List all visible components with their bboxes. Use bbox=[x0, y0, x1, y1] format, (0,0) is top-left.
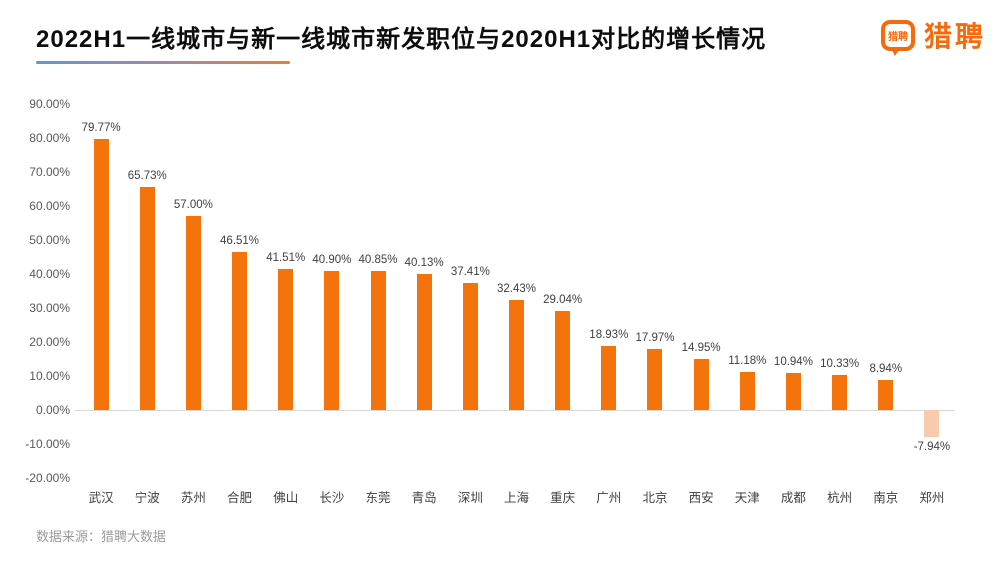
x-tick-label: 青岛 bbox=[411, 491, 437, 505]
y-tick-label: 90.00% bbox=[29, 97, 70, 111]
y-tick-label: 80.00% bbox=[29, 131, 70, 145]
logo-bubble-text: 猎聘 bbox=[887, 31, 908, 43]
bar-杭州 bbox=[832, 374, 848, 410]
y-tick-label: 10.00% bbox=[29, 369, 70, 383]
bar-重庆 bbox=[555, 311, 571, 410]
bar-西安 bbox=[693, 359, 709, 410]
plot-area: 79.77% 65.73% 57.00% 46.51% 41.51% 40.90% 40.8… bbox=[75, 104, 955, 478]
y-tick-label: 40.00% bbox=[29, 267, 70, 281]
zero-axis-line bbox=[75, 410, 955, 411]
bar-value-label: 41.51% bbox=[266, 251, 306, 264]
data-source: 数据来源：猎聘大数据 bbox=[36, 529, 167, 544]
y-tick-label: 70.00% bbox=[29, 165, 70, 179]
bar-value-label: 46.51% bbox=[220, 234, 260, 247]
bar-青岛 bbox=[416, 273, 432, 410]
bar-南京 bbox=[878, 379, 894, 410]
bar-value-label: 8.94% bbox=[869, 362, 903, 375]
bar-天津 bbox=[739, 371, 755, 410]
bar-value-label: 79.77% bbox=[81, 121, 121, 134]
bar-北京 bbox=[647, 348, 663, 410]
y-tick-label: -20.00% bbox=[25, 471, 70, 485]
y-axis: 90.00% 80.00% 70.00% 60.00% 50.00% 40.00% 30.0… bbox=[0, 97, 70, 485]
x-tick-label: 西安 bbox=[688, 491, 714, 505]
bar-广州 bbox=[601, 345, 617, 410]
liepin-logo: 猎聘 猎聘 bbox=[880, 15, 986, 56]
x-tick-label: 佛山 bbox=[273, 491, 299, 505]
bar-value-label: 17.97% bbox=[635, 331, 675, 344]
y-tick-label: 60.00% bbox=[29, 199, 70, 213]
bar-value-label: 40.90% bbox=[312, 253, 352, 266]
bar-value-label: 40.13% bbox=[404, 256, 444, 269]
title-underline bbox=[36, 61, 290, 64]
x-tick-label: 杭州 bbox=[827, 491, 853, 505]
y-tick-label: -10.00% bbox=[25, 437, 70, 451]
bar-value-label: 11.18% bbox=[728, 354, 767, 367]
bar-宁波 bbox=[139, 186, 155, 410]
bar-合肥 bbox=[232, 251, 248, 410]
bar-上海 bbox=[509, 299, 524, 410]
x-tick-label: 重庆 bbox=[550, 491, 576, 505]
bar-value-label: 65.73% bbox=[127, 169, 167, 182]
y-tick-label: 20.00% bbox=[29, 335, 70, 349]
bar-佛山 bbox=[278, 268, 294, 410]
liepin-speech-bubble-icon: 猎聘 bbox=[880, 19, 915, 56]
bar-value-label: 10.94% bbox=[773, 355, 813, 368]
y-tick-label: 30.00% bbox=[29, 301, 70, 315]
bar-value-label: 18.93% bbox=[589, 328, 629, 341]
bar-深圳 bbox=[462, 282, 478, 410]
x-tick-label: 长沙 bbox=[319, 491, 345, 505]
bar-长沙 bbox=[324, 270, 340, 410]
x-tick-label: 北京 bbox=[642, 491, 668, 505]
page-title: 2022H1一线城市与新一线城市新发职位与2020H1对比的增长情况 bbox=[36, 26, 767, 53]
x-tick-label: 宁波 bbox=[134, 491, 160, 505]
bar-郑州 bbox=[924, 410, 940, 437]
bar-value-label: 10.33% bbox=[820, 357, 860, 370]
bar-苏州 bbox=[185, 216, 201, 410]
bar-武汉 bbox=[93, 138, 109, 410]
y-tick-label: 0.00% bbox=[35, 403, 70, 417]
x-tick-label: 上海 bbox=[503, 491, 529, 505]
bar-value-label: 29.04% bbox=[543, 294, 583, 307]
bar-成都 bbox=[785, 372, 801, 410]
x-tick-label: 天津 bbox=[734, 491, 760, 505]
x-tick-label: 东莞 bbox=[365, 491, 391, 505]
logo-wordmark: 猎聘 bbox=[923, 21, 986, 52]
y-tick-label: 50.00% bbox=[29, 233, 70, 247]
x-tick-label: 武汉 bbox=[88, 491, 114, 505]
x-axis: 武汉 宁波 苏州 合肥 佛山 长沙 东莞 青岛 深圳 上海 重庆 广州 北京 西安 天津 成都 杭州 南京 郑州 bbox=[78, 487, 955, 507]
x-tick-label: 成都 bbox=[780, 491, 806, 505]
bar-东莞 bbox=[370, 271, 386, 410]
bar-value-label: 37.41% bbox=[450, 265, 490, 278]
x-tick-label: 合肥 bbox=[227, 491, 253, 505]
bar-value-label: 14.95% bbox=[681, 342, 721, 355]
x-tick-label: 深圳 bbox=[457, 491, 483, 505]
bar-value-label: -7.94% bbox=[913, 440, 951, 453]
x-tick-label: 广州 bbox=[596, 491, 622, 505]
x-tick-label: 郑州 bbox=[919, 491, 945, 505]
speech-bubble-tail-icon bbox=[890, 47, 900, 56]
bar-value-label: 40.85% bbox=[358, 254, 398, 267]
x-tick-label: 苏州 bbox=[180, 491, 206, 505]
bar-value-label: 32.43% bbox=[496, 282, 536, 295]
x-tick-label: 南京 bbox=[873, 491, 899, 505]
bar-value-label: 57.00% bbox=[173, 199, 213, 212]
